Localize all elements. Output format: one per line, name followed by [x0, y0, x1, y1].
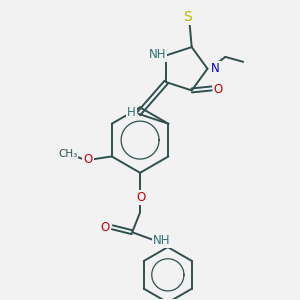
- Text: NH: NH: [148, 48, 166, 61]
- Text: O: O: [83, 153, 93, 166]
- Text: O: O: [136, 191, 146, 204]
- Text: CH₃: CH₃: [58, 149, 78, 160]
- Text: O: O: [214, 83, 223, 96]
- Text: S: S: [183, 11, 192, 24]
- Text: NH: NH: [153, 234, 171, 247]
- Text: N: N: [211, 62, 220, 75]
- Text: O: O: [101, 221, 110, 234]
- Text: H: H: [127, 106, 136, 119]
